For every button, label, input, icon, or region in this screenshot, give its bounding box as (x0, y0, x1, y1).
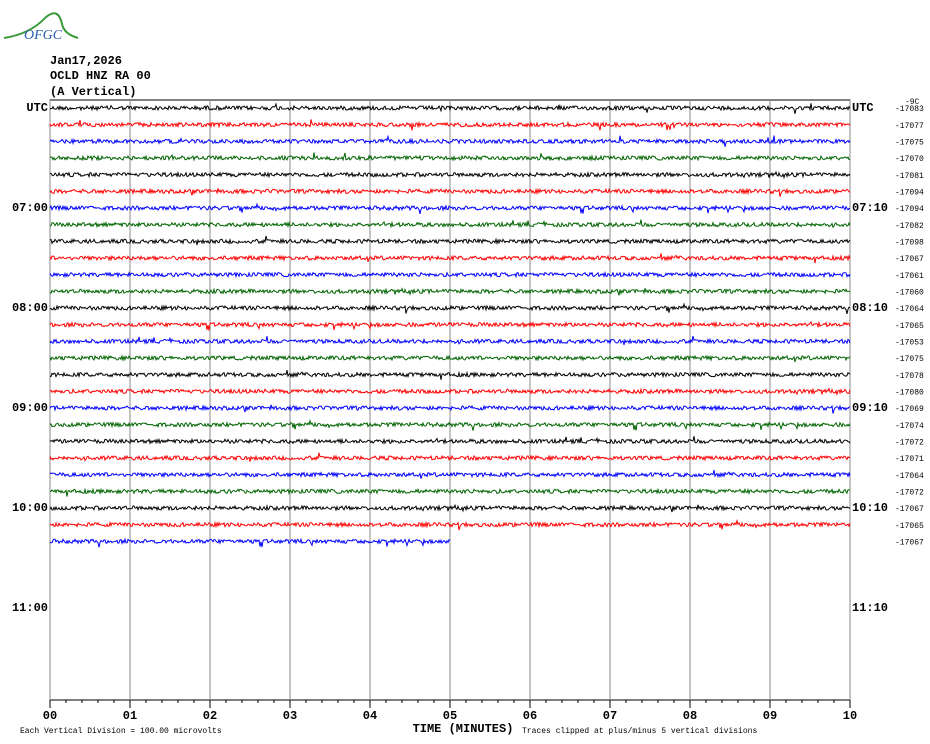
trace-offset: -17078 (895, 372, 924, 381)
title-line: (A Vertical) (50, 85, 136, 99)
seismic-trace (49, 320, 851, 331)
right-time-label: 10:10 (852, 501, 888, 515)
trace-offset: -17098 (895, 238, 924, 247)
seismic-trace (49, 287, 851, 296)
trace-offset: -17067 (895, 255, 924, 264)
seismic-trace (49, 202, 851, 215)
x-tick-label: 07 (603, 709, 617, 723)
scale-note: -9C (905, 98, 920, 107)
trace-offset: -17070 (895, 155, 924, 164)
seismic-trace (49, 219, 851, 229)
right-time-label: 07:10 (852, 201, 888, 215)
seismic-trace (49, 152, 851, 162)
trace-offset: -17072 (895, 438, 924, 447)
seismic-trace (49, 518, 851, 531)
seismic-trace (49, 469, 851, 479)
trace-offset: -17094 (895, 205, 924, 214)
trace-offset: -17081 (895, 172, 924, 181)
logo: OFGC (3, 12, 79, 43)
right-time-label: 09:10 (852, 401, 888, 415)
seismic-trace (49, 271, 851, 279)
footnote: Traces clipped at plus/minus 5 vertical … (522, 727, 757, 736)
trace-offset: -17075 (895, 138, 924, 147)
logo-arc (3, 12, 79, 39)
trace-offset: -17060 (895, 288, 924, 297)
title-line: Jan17,2026 (50, 54, 122, 68)
seismic-trace (49, 187, 851, 197)
right-time-label: 08:10 (852, 301, 888, 315)
x-tick-label: 02 (203, 709, 217, 723)
x-tick-label: 01 (123, 709, 137, 723)
logo-text: OFGC (24, 28, 63, 43)
trace-offset: -17064 (895, 305, 924, 314)
trace-offset: -17094 (895, 188, 924, 197)
seismic-trace (49, 253, 851, 264)
seismic-trace (49, 436, 851, 445)
seismic-trace (49, 487, 850, 497)
left-time-label: 09:00 (12, 401, 48, 415)
x-axis-label: TIME (MINUTES) (413, 722, 514, 736)
x-tick-label: 04 (363, 709, 377, 723)
seismic-trace (49, 235, 851, 246)
trace-offset: -17067 (895, 505, 924, 514)
seismic-trace (49, 119, 851, 131)
seismic-trace (49, 302, 851, 315)
left-time-label: UTC (26, 101, 48, 115)
trace-offset: -17075 (895, 355, 924, 364)
seismic-trace (49, 537, 451, 548)
seismic-trace (49, 418, 851, 431)
seismic-trace (49, 354, 851, 363)
seismic-trace (49, 134, 851, 147)
trace-offset: -17067 (895, 538, 924, 547)
seismic-trace (49, 170, 851, 180)
right-time-label: UTC (852, 101, 874, 115)
left-time-label: 10:00 (12, 501, 48, 515)
seismic-trace (49, 452, 851, 462)
left-time-label: 08:00 (12, 301, 48, 315)
trace-offset: -17053 (895, 338, 924, 347)
trace-offset: -17077 (895, 122, 924, 131)
left-time-label: 11:00 (12, 601, 48, 615)
trace-offset: -17072 (895, 488, 924, 497)
x-tick-label: 06 (523, 709, 537, 723)
seismic-trace (49, 404, 851, 414)
seismic-trace (49, 503, 851, 513)
trace-offset: -17065 (895, 322, 924, 331)
trace-offset: -17069 (895, 405, 924, 414)
seismic-trace (49, 335, 851, 346)
x-tick-label: 00 (43, 709, 57, 723)
trace-offset: -17064 (895, 472, 924, 481)
x-tick-label: 10 (843, 709, 857, 723)
seismic-trace (49, 387, 851, 396)
trace-offset: -17080 (895, 388, 924, 397)
trace-offset: -17074 (895, 422, 924, 431)
right-time-label: 11:10 (852, 601, 888, 615)
trace-offset: -17082 (895, 222, 924, 231)
footnote: Each Vertical Division = 100.00 microvol… (20, 727, 222, 736)
trace-offset: -17071 (895, 455, 924, 464)
x-tick-label: 09 (763, 709, 777, 723)
seismic-trace (49, 102, 851, 114)
seismic-trace (49, 369, 851, 380)
trace-offset: -17065 (895, 522, 924, 531)
x-tick-label: 03 (283, 709, 297, 723)
trace-offset: -17083 (895, 105, 924, 114)
trace-offset: -17061 (895, 272, 924, 281)
title-line: OCLD HNZ RA 00 (50, 69, 151, 83)
left-time-label: 07:00 (12, 201, 48, 215)
x-tick-label: 08 (683, 709, 697, 723)
x-tick-label: 05 (443, 709, 457, 723)
